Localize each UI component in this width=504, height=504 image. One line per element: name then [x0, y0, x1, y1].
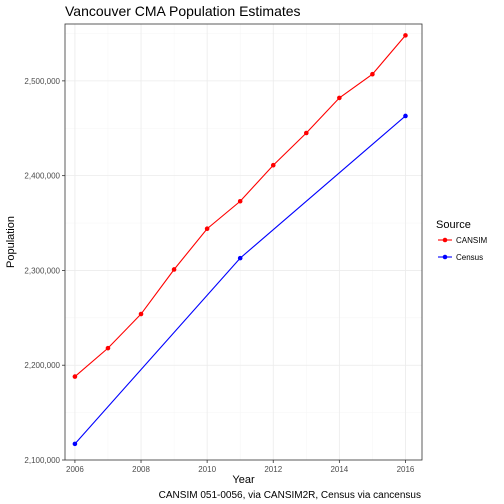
- legend-label-cansim: CANSIM: [456, 236, 487, 245]
- y-tick-label: 2,400,000: [24, 172, 60, 181]
- series-points: [72, 33, 408, 447]
- data-point-cansim: [270, 162, 276, 168]
- y-tick-label: 2,500,000: [24, 77, 60, 86]
- chart-caption: CANSIM 051-0056, via CANSIM2R, Census vi…: [159, 490, 421, 501]
- data-point-cansim: [72, 374, 78, 379]
- x-tick-label: 2016: [397, 465, 415, 474]
- data-point-cansim: [138, 311, 144, 317]
- y-tick-label: 2,200,000: [24, 361, 60, 370]
- data-point-cansim: [337, 95, 342, 101]
- data-point-cansim: [370, 71, 375, 77]
- x-tick-label: 2014: [330, 465, 348, 474]
- x-tick-label: 2006: [66, 465, 84, 474]
- data-point-cansim: [105, 345, 111, 351]
- data-point-census: [72, 441, 78, 447]
- y-axis-title: Population: [5, 216, 17, 268]
- data-point-census: [403, 113, 408, 119]
- legend-key-point-census: [442, 254, 448, 260]
- legend-key-point-cansim: [442, 237, 448, 243]
- data-point-census: [237, 255, 243, 261]
- y-axis: 2,100,000 2,200,000 2,300,000 2,400,000 2,50…: [24, 77, 65, 465]
- x-tick-label: 2008: [132, 465, 150, 474]
- x-axis: 2006 2008 2010 2012 2014 2016: [66, 460, 415, 474]
- data-point-cansim: [171, 267, 177, 272]
- legend: Source CANSIM Census: [436, 219, 487, 262]
- y-tick-label: 2,100,000: [24, 456, 60, 465]
- x-tick-label: 2012: [264, 465, 282, 474]
- chart-title: Vancouver CMA Population Estimates: [65, 3, 301, 19]
- data-point-cansim: [237, 198, 243, 204]
- data-point-cansim: [304, 130, 309, 136]
- legend-title: Source: [436, 219, 471, 231]
- plot-panel-border: [64, 23, 423, 461]
- x-tick-label: 2010: [198, 465, 216, 474]
- data-point-cansim: [403, 33, 408, 38]
- legend-label-census: Census: [456, 253, 483, 262]
- y-tick-label: 2,300,000: [24, 266, 60, 275]
- data-point-cansim: [204, 226, 210, 232]
- x-axis-title: Year: [232, 474, 255, 486]
